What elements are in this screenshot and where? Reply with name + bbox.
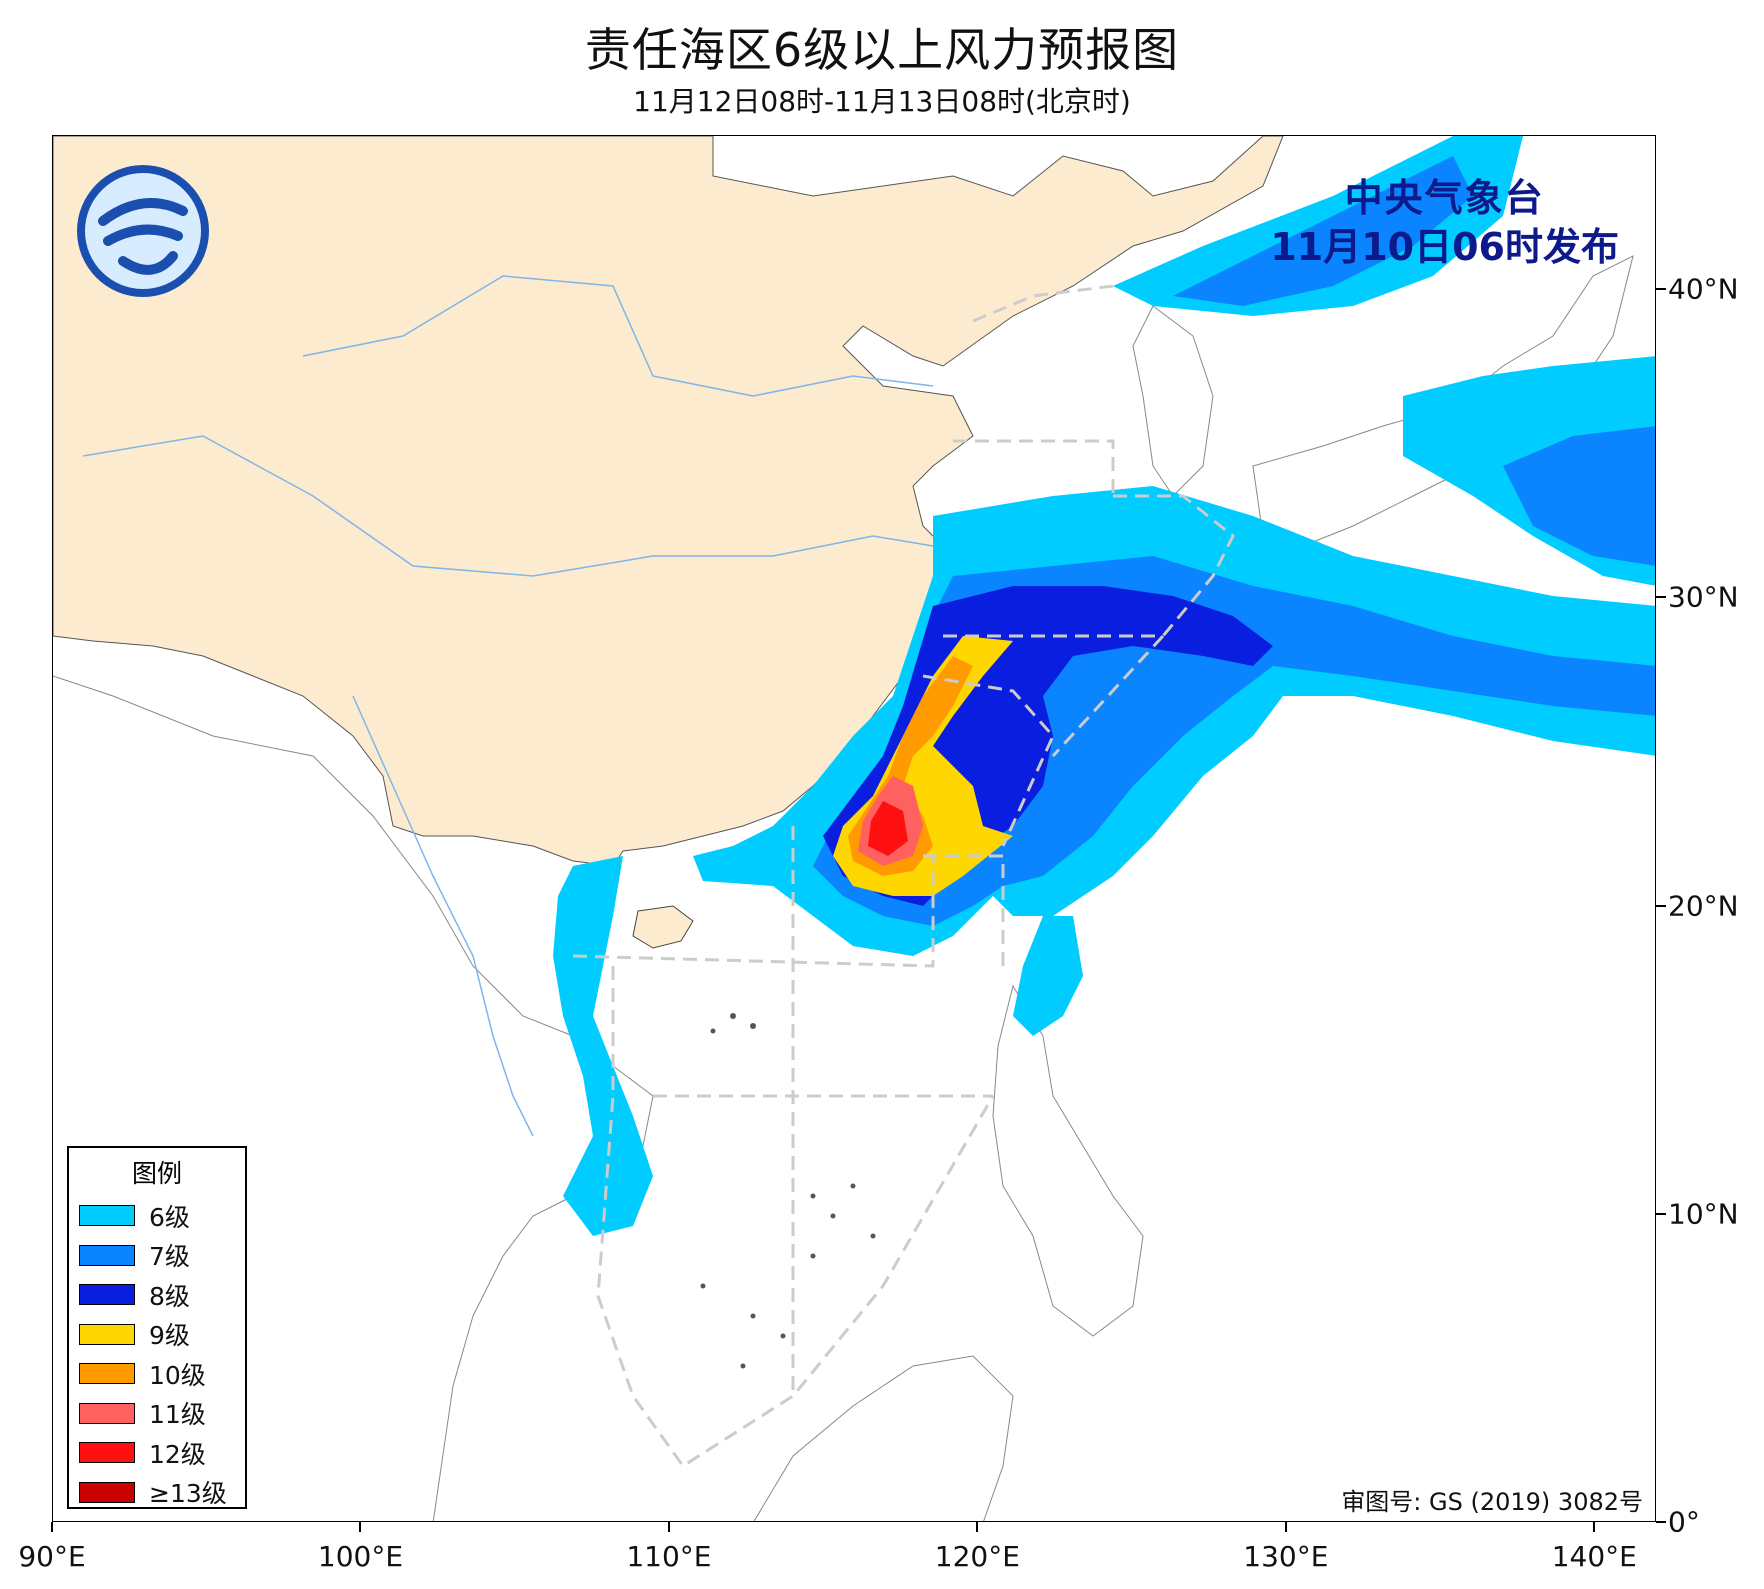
wind-area-level-6-luzon (1013, 916, 1083, 1036)
legend-item: 8级 (69, 1275, 245, 1315)
legend-item: ≥13级 (69, 1473, 245, 1513)
zone-east-china-sea-south (943, 634, 1167, 758)
legend-label: 11级 (149, 1400, 206, 1430)
legend-label: 12级 (149, 1439, 206, 1469)
yangtze-river (82, 435, 934, 577)
legend-swatch (79, 1284, 135, 1306)
wind-map (53, 136, 1655, 1521)
zone-taiwan-strait (922, 674, 1055, 847)
legend: 图例 6级 7级 8级 9级 10级 11级 12级 ≥13级 (67, 1146, 247, 1509)
y-tick-mark (1656, 1212, 1666, 1215)
wind-area-level-7-japan-sea (1173, 156, 1473, 306)
y-tick-label: 0° (1668, 1505, 1700, 1539)
x-tick-label: 90°E (18, 1540, 86, 1573)
y-tick-label: 30°N (1668, 580, 1739, 614)
x-tick-label: 140°E (1551, 1540, 1637, 1573)
x-tick-mark (51, 1522, 53, 1532)
legend-item: 11级 (69, 1394, 245, 1434)
borneo-outline (753, 1355, 1014, 1521)
y-tick-mark (1656, 288, 1666, 291)
zone-bohai-boundary (972, 284, 1114, 323)
issue-time: 11月10日06时发布 (1270, 225, 1619, 270)
map-frame: 中央气象台 11月10日06时发布 图例 6级 7级 8级 9级 10级 11级 12级 ≥1… (52, 135, 1656, 1522)
hainan-island (632, 905, 694, 949)
philippines-outline (992, 984, 1144, 1337)
x-tick-mark (976, 1522, 979, 1532)
x-tick-label: 100°E (317, 1540, 404, 1573)
wind-area-level-6-vietnam (553, 856, 653, 1236)
map-subtitle: 11月12日08时-11月13日08时(北京时) (633, 85, 1131, 118)
legend-label: 8级 (149, 1281, 190, 1311)
legend-label: ≥13级 (149, 1479, 227, 1509)
y-tick-label: 40°N (1668, 272, 1739, 306)
issuing-agency: 中央气象台 11月10日06时发布 (1270, 174, 1619, 273)
zone-south-china-sea-south (596, 966, 995, 1469)
mekong-river (352, 695, 534, 1137)
zone-south-china-sea-north (572, 856, 935, 968)
x-tick-label: 120°E (934, 1540, 1020, 1573)
agency-name: 中央气象台 (1344, 176, 1545, 220)
legend-item: 12级 (69, 1433, 245, 1473)
legend-swatch (79, 1205, 135, 1227)
y-tick-mark (1656, 1521, 1666, 1523)
legend-label: 7级 (149, 1242, 190, 1272)
legend-item: 9级 (69, 1315, 245, 1355)
y-tick-label: 20°N (1668, 889, 1739, 923)
map-approval-number: 审图号: GS (2019) 3082号 (1341, 1488, 1643, 1516)
wind-areas (553, 136, 1655, 1236)
yellow-river (302, 275, 934, 397)
legend-label: 10级 (149, 1360, 206, 1390)
x-tick-mark (359, 1522, 362, 1532)
legend-swatch (79, 1323, 135, 1345)
legend-swatch (79, 1402, 135, 1424)
legend-item: 10级 (69, 1354, 245, 1394)
y-tick-label: 10°N (1668, 1197, 1739, 1231)
map-title: 责任海区6级以上风力预报图 (584, 23, 1180, 77)
x-tick-mark (667, 1522, 670, 1532)
legend-item: 6级 (69, 1196, 245, 1236)
legend-item: 7级 (69, 1236, 245, 1276)
cma-logo-icon (73, 161, 213, 301)
legend-title: 图例 (131, 1159, 182, 1188)
korea-outline (1132, 305, 1214, 497)
y-tick-mark (1656, 904, 1666, 907)
legend-swatch (79, 1363, 135, 1385)
responsibility-zones (572, 284, 1235, 1469)
legend-label: 6级 (149, 1202, 190, 1232)
legend-swatch (79, 1442, 135, 1464)
zone-yellow-sea-boundary (953, 439, 1115, 496)
zone-bashi-channel (923, 854, 1005, 966)
wind-area-level-7-east (1503, 426, 1655, 566)
x-tick-mark (1593, 1522, 1596, 1532)
legend-label: 9级 (149, 1321, 190, 1351)
x-tick-label: 130°E (1243, 1540, 1329, 1573)
legend-swatch (79, 1244, 135, 1266)
wind-area-level-12 (868, 801, 908, 856)
zone-east-china-sea-north (1113, 494, 1235, 637)
y-tick-mark (1656, 596, 1666, 599)
south-china-sea-islands (700, 1013, 876, 1369)
x-tick-mark (1284, 1522, 1287, 1532)
x-tick-label: 110°E (626, 1540, 712, 1573)
legend-swatch (79, 1481, 135, 1503)
